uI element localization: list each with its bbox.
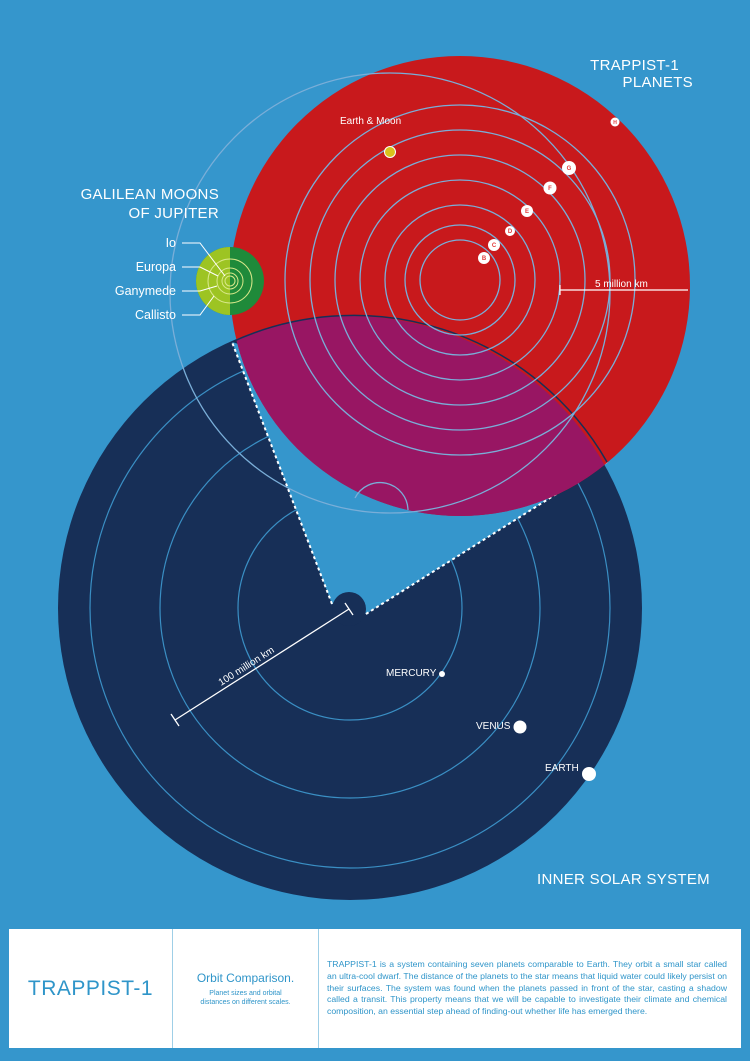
footer-subnote-line1: Planet sizes and orbital xyxy=(209,989,282,997)
svg-text:E: E xyxy=(525,209,529,215)
trappist-orbits xyxy=(284,104,636,456)
footer-subnote-line2: distances on different scales. xyxy=(200,998,291,1006)
moon-io: Io xyxy=(166,236,176,250)
earth-moon-label: Earth & Moon xyxy=(340,116,401,127)
earth-moon-orbit-lower xyxy=(354,481,409,511)
svg-text:C: C xyxy=(492,243,497,249)
mercury-dot xyxy=(439,671,445,677)
planet-g: G xyxy=(562,161,576,175)
earth-dot xyxy=(582,767,596,781)
footer-description: TRAPPIST-1 is a system containing seven … xyxy=(327,929,727,1048)
galilean-title-line1: GALILEAN MOONS xyxy=(81,186,219,203)
moon-europa: Europa xyxy=(136,260,176,274)
scale-bar-solar xyxy=(174,608,350,721)
galilean-orbits xyxy=(207,258,253,304)
mercury-label: MERCURY xyxy=(386,668,437,679)
inner-solar-title: INNER SOLAR SYSTEM xyxy=(537,871,710,888)
footer-subtitle: Orbit Comparison. xyxy=(196,970,295,985)
svg-text:H: H xyxy=(613,120,617,126)
callisto-light-half xyxy=(196,247,230,315)
planet-b: B xyxy=(478,252,490,264)
earth-moon-dot xyxy=(384,146,396,158)
overlap-arc xyxy=(231,314,608,463)
planet-c: C xyxy=(488,239,500,251)
svg-text:B: B xyxy=(482,256,487,262)
galilean-title-line2: OF JUPITER xyxy=(128,205,219,222)
svg-text:F: F xyxy=(548,186,552,192)
footer-panel: TRAPPIST-1 Orbit Comparison. Planet size… xyxy=(9,929,741,1048)
planet-e: E xyxy=(521,205,533,217)
planet-d: D xyxy=(505,226,515,236)
scale-bar-solar-tick-left xyxy=(170,713,180,727)
scale-label-trappist: 5 million km xyxy=(595,279,648,290)
footer-description-text: TRAPPIST-1 is a system containing seven … xyxy=(327,959,727,1017)
venus-label: VENUS xyxy=(476,721,511,732)
svg-text:G: G xyxy=(567,166,572,172)
moon-leader-lines xyxy=(182,242,226,316)
trappist-title-line1: TRAPPIST-1 xyxy=(590,57,679,74)
svg-text:D: D xyxy=(508,229,513,235)
footer-subtitle-block: Orbit Comparison. Planet sizes and orbit… xyxy=(172,929,319,1048)
planet-f: F xyxy=(543,181,557,195)
trappist-title-line2: PLANETS xyxy=(623,74,693,91)
planet-h: H xyxy=(610,117,620,127)
venus-dot xyxy=(513,720,527,734)
footer-name: TRAPPIST-1 xyxy=(27,976,154,1000)
zoom-line-left xyxy=(231,341,333,605)
earth-moon-orbit xyxy=(169,72,611,514)
earth-label: EARTH xyxy=(545,763,579,774)
scale-bar-solar-tick-right xyxy=(344,602,354,616)
moon-ganymede: Ganymede xyxy=(115,284,176,298)
moon-callisto: Callisto xyxy=(135,308,176,322)
